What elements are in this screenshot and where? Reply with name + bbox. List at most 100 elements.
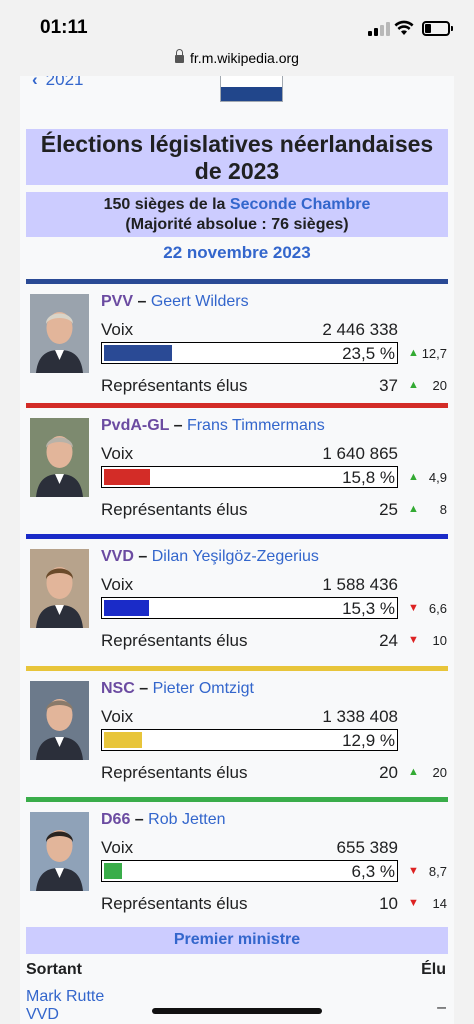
vote-share-percent: 15,3 % [342,599,395,618]
party-color-bar [26,666,448,671]
party-leader-link[interactable]: Pieter Omtzigt [152,680,254,697]
party-title: D66 – Rob Jetten [101,811,226,828]
party-abbr-link[interactable]: PVV [101,293,134,310]
party-leader-link[interactable]: Dilan Yeşilgöz-Zegerius [151,548,319,565]
party-leader-link[interactable]: Frans Timmermans [186,417,325,434]
party-abbr-link[interactable]: D66 [101,811,131,828]
leader-photo[interactable] [30,812,89,891]
seats-delta: 8 [439,502,447,517]
votes-value: 655 389 [336,838,398,857]
seats-summary: 150 sièges de la Seconde Chambre (Majori… [26,192,448,237]
arrow-up-icon: ▲ [408,347,419,359]
outgoing-pm: Mark Rutte VVD [26,988,104,1024]
elected-label: Représentants élus [101,500,248,519]
seats-delta: 14 [432,896,447,911]
election-date-link[interactable]: 22 novembre 2023 [163,243,311,262]
elected-label: Représentants élus [101,376,248,395]
seats-value: 37 [379,376,398,395]
arrow-down-icon: ▼ [408,602,419,614]
previous-year-label: 2021 [45,76,84,89]
party-block-nsc: NSC – Pieter Omtzigt Voix 1 338 408 12,9… [26,666,448,798]
party-color-bar [26,534,448,539]
votes-value: 1 588 436 [322,575,398,594]
outgoing-label: Sortant [26,961,82,978]
party-title: PvdA-GL – Frans Timmermans [101,417,325,434]
outgoing-pm-name-link[interactable]: Mark Rutte [26,988,105,1005]
vote-share-fill [104,469,150,485]
party-title: PVV – Geert Wilders [101,293,249,310]
status-time: 01:11 [40,17,88,38]
majority-text: (Majorité absolue : 76 sièges) [125,216,349,233]
party-leader-link[interactable]: Geert Wilders [150,293,249,310]
party-block-vvd: VVD – Dilan Yeşilgöz-Zegerius Voix 1 588… [26,534,448,666]
arrow-up-icon: ▲ [408,379,419,391]
vote-share-fill [104,732,142,748]
arrow-down-icon: ▼ [408,634,419,646]
vote-share-percent: 23,5 % [342,344,395,363]
vote-share-fill [104,345,172,361]
elected-label: Représentants élus [101,763,248,782]
elected-pm-value: – [437,999,446,1016]
status-bar: 01:11 [0,0,474,48]
pm-columns: Sortant Élu [26,961,448,979]
arrow-up-icon: ▲ [408,503,419,515]
vote-share-percent: 15,8 % [342,468,395,487]
seats-delta: 20 [432,378,447,393]
vote-share-delta: 6,6 [428,601,447,616]
leader-photo[interactable] [30,418,89,497]
elected-label: Élu [421,961,446,978]
address-bar[interactable]: fr.m.wikipedia.org [0,44,474,76]
vote-share-percent: 12,9 % [342,731,395,750]
cellular-signal-icon [368,22,390,36]
outgoing-pm-party-link[interactable]: VVD [26,1006,59,1023]
vote-share-delta: 4,9 [428,470,447,485]
battery-icon [422,21,453,36]
wifi-icon [394,20,414,35]
netherlands-flag [220,76,283,102]
vote-share-delta: 12,7 [421,346,447,361]
party-abbr-link[interactable]: NSC [101,680,135,697]
party-block-pvv: PVV – Geert Wilders Voix 2 446 338 23,5 … [26,279,448,411]
seconde-chambre-link[interactable]: Seconde Chambre [229,196,371,213]
elected-label: Représentants élus [101,631,248,650]
vote-share-bar: 12,9 % [101,729,398,751]
infobox-title: Élections législatives néerlandaises de … [26,129,448,185]
prime-minister-header: Premier ministre [26,927,448,954]
seats-value: 20 [379,763,398,782]
seats-value: 25 [379,500,398,519]
votes-label: Voix [101,838,134,857]
home-indicator[interactable] [152,1008,322,1014]
arrow-down-icon: ▼ [408,897,419,909]
votes-label: Voix [101,320,134,339]
votes-label: Voix [101,575,134,594]
party-title: VVD – Dilan Yeşilgöz-Zegerius [101,548,319,565]
seats-value: 24 [379,631,398,650]
arrow-up-icon: ▲ [408,471,419,483]
vote-share-fill [104,863,122,879]
party-color-bar [26,279,448,284]
arrow-down-icon: ▼ [408,865,419,877]
leader-photo[interactable] [30,294,89,373]
vote-share-bar: 15,8 % [101,466,398,488]
chevron-left-icon: ‹ [32,76,38,89]
previous-election-link[interactable]: ‹ 2021 [32,76,84,90]
vote-share-bar: 6,3 % [101,860,398,882]
party-abbr-link[interactable]: PvdA-GL [101,417,170,434]
votes-value: 2 446 338 [322,320,398,339]
infobox: ‹ 2021 Élections législatives néerlandais… [20,76,454,1024]
vote-share-delta: 8,7 [428,864,447,879]
party-color-bar [26,403,448,408]
votes-label: Voix [101,444,134,463]
vote-share-fill [104,600,149,616]
votes-label: Voix [101,707,134,726]
arrow-up-icon: ▲ [408,766,419,778]
vote-share-bar: 15,3 % [101,597,398,619]
leader-photo[interactable] [30,681,89,760]
party-leader-link[interactable]: Rob Jetten [148,811,226,828]
elected-label: Représentants élus [101,894,248,913]
leader-photo[interactable] [30,549,89,628]
party-block-pvda-gl: PvdA-GL – Frans Timmermans Voix 1 640 86… [26,403,448,535]
lock-icon [175,49,185,63]
party-abbr-link[interactable]: VVD [101,548,134,565]
seats-delta: 10 [432,633,447,648]
